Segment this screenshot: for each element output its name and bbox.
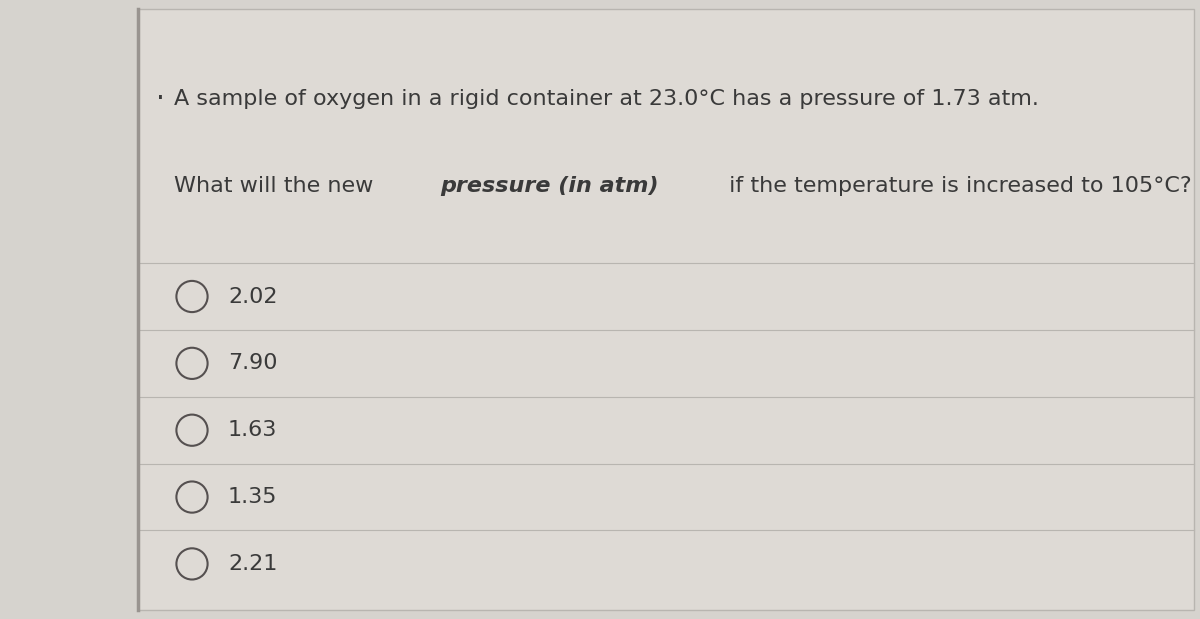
Text: What will the new: What will the new [174, 176, 380, 196]
Text: 2.02: 2.02 [228, 287, 277, 306]
Text: 1.35: 1.35 [228, 487, 277, 507]
Text: 7.90: 7.90 [228, 353, 277, 373]
Text: 2.21: 2.21 [228, 554, 277, 574]
Bar [138, 9, 1194, 610]
Text: pressure (in atm): pressure (in atm) [440, 176, 659, 196]
Text: A sample of oxygen in a rigid container at 23.0°C has a pressure of 1.73 atm.: A sample of oxygen in a rigid container … [174, 89, 1039, 109]
Text: ·: · [156, 85, 164, 113]
Text: 1.63: 1.63 [228, 420, 277, 440]
Text: if the temperature is increased to 105°C?: if the temperature is increased to 105°C… [722, 176, 1192, 196]
